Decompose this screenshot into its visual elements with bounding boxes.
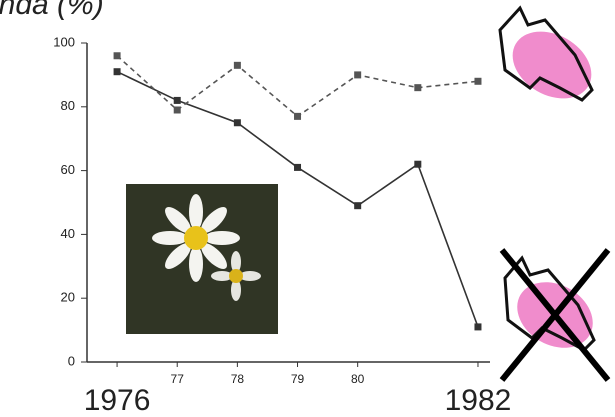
point [173,106,181,114]
point [294,163,302,171]
x-tick-label: 78 [231,372,245,386]
point [474,77,482,85]
point [233,119,241,127]
x-tick-label: 1976 [84,384,151,417]
daisy-photo [126,184,278,334]
horse-icon [498,5,594,102]
point [173,96,181,104]
y-tick-label: 20 [61,290,75,305]
y-tick-label: 80 [61,98,75,113]
point [113,52,121,60]
x-tick-label: 79 [291,372,305,386]
y-tick-label: 100 [53,34,75,49]
point [294,112,302,120]
point [474,323,482,331]
point [113,68,121,76]
x-tick-label: 1982 [445,384,512,417]
series-line [116,55,479,118]
point [354,71,362,79]
x-tick-label: 77 [171,372,185,386]
y-tick-label: 0 [68,353,75,368]
y-tick-label: 40 [61,226,75,241]
x-tick-label: 80 [351,372,365,386]
crossed-horse-icon [499,248,611,382]
point [414,84,422,92]
y-tick-label: 60 [61,162,75,177]
point [414,160,422,168]
point [233,61,241,69]
point [354,202,362,210]
chart-title: inda (%) [0,0,104,21]
